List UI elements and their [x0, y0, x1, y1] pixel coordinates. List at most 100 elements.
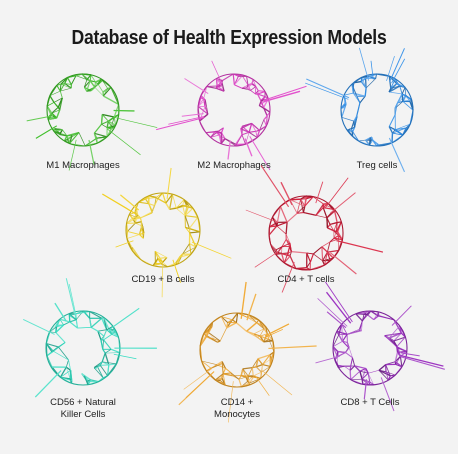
mesh-edge: [306, 261, 311, 268]
mesh-edge: [303, 212, 316, 216]
mesh-edge: [100, 365, 108, 376]
mesh-edge: [355, 313, 368, 316]
mesh-edge: [322, 257, 334, 262]
mesh-edge: [78, 132, 86, 147]
spike: [54, 302, 67, 322]
mesh-edge: [281, 253, 285, 264]
mesh-edge: [75, 311, 90, 315]
mesh-edge: [335, 221, 342, 232]
mesh-edge: [197, 99, 206, 107]
mesh-edge: [388, 76, 392, 89]
mesh-edge: [165, 193, 173, 204]
mesh-edge: [151, 205, 155, 214]
mesh-edge: [75, 319, 78, 329]
spike: [391, 305, 412, 326]
mesh-edge: [359, 367, 367, 372]
mesh-edge: [185, 227, 190, 234]
mesh-edge: [197, 106, 209, 115]
mesh-edge: [157, 198, 167, 204]
mesh-edge: [101, 352, 106, 362]
mesh-edge: [390, 78, 396, 89]
mesh-edge: [110, 348, 120, 354]
spike: [240, 281, 247, 319]
mesh-edge: [334, 211, 338, 223]
cd4-t-network-icon: [245, 165, 384, 293]
mesh-edge: [332, 340, 343, 347]
mesh-edge: [102, 113, 115, 118]
mesh-edge: [221, 361, 224, 374]
mesh-edge: [93, 123, 102, 134]
mesh-edge: [402, 99, 412, 102]
mesh-edge: [327, 227, 337, 232]
spike: [305, 82, 349, 100]
spike: [227, 381, 234, 423]
mesh-edge: [401, 93, 412, 101]
mesh-edge: [361, 320, 363, 331]
mesh-edge: [59, 319, 64, 326]
mesh-edge: [388, 88, 392, 93]
page-title: Database of Health Expression Models: [71, 26, 387, 49]
cell-label: M1 Macrophages: [46, 160, 120, 171]
mesh-edge: [51, 109, 60, 114]
cell-label: M2 Macrophages: [197, 160, 271, 171]
mesh-edge: [56, 83, 65, 86]
mesh-edge: [100, 361, 103, 366]
spike: [166, 167, 172, 199]
mesh-edge: [160, 263, 168, 268]
mesh-edge: [259, 333, 268, 337]
mesh-edge: [182, 243, 190, 255]
mesh-edge: [64, 83, 72, 89]
mesh-edge: [352, 357, 356, 366]
mesh-edge: [66, 135, 71, 144]
mesh-edge: [322, 202, 329, 209]
spike: [112, 116, 158, 128]
mesh-edge: [59, 83, 66, 92]
mesh-edge: [94, 78, 102, 88]
mesh-edge: [251, 83, 257, 87]
mesh-edge: [365, 78, 376, 89]
mesh-edge: [49, 325, 57, 333]
mesh-edge: [227, 319, 233, 324]
mesh-edge: [201, 360, 212, 369]
mesh-edge: [354, 365, 366, 370]
mesh-edge: [378, 369, 391, 377]
mesh-edge: [246, 322, 258, 332]
mesh-edge: [276, 225, 287, 235]
mesh-edge: [133, 217, 141, 221]
mesh-edge: [336, 331, 343, 342]
mesh-edge: [203, 86, 208, 99]
mesh-edge: [356, 102, 361, 116]
mesh-edge: [154, 250, 164, 263]
mesh-edge: [306, 252, 314, 255]
mesh-edge: [241, 84, 249, 89]
mesh-edge: [157, 258, 162, 265]
mesh-edge: [257, 354, 271, 360]
mesh-edge: [364, 87, 367, 97]
mesh-edge: [57, 346, 69, 361]
spike: [254, 250, 281, 268]
mesh-edge: [169, 207, 177, 210]
mesh-edge: [247, 317, 257, 324]
mesh-edge: [361, 77, 367, 89]
mesh-edge: [341, 324, 348, 335]
mesh-edge: [321, 246, 328, 253]
spike: [261, 369, 293, 396]
mesh-edge: [108, 328, 119, 338]
spike: [326, 291, 352, 324]
mesh-edge: [378, 142, 393, 146]
mesh-edge: [241, 75, 249, 86]
mesh-edge: [333, 222, 338, 232]
mesh-edge: [395, 123, 411, 130]
spike: [363, 379, 368, 400]
mesh-edge: [255, 86, 259, 91]
spike: [185, 371, 215, 398]
spike: [370, 60, 374, 80]
mesh-edge: [210, 134, 220, 138]
mesh-edge: [345, 352, 353, 359]
mesh-edge: [139, 234, 144, 239]
mesh-edge: [349, 365, 355, 371]
mesh-edge: [182, 204, 194, 209]
mesh-edge: [56, 318, 61, 328]
spike: [22, 318, 55, 335]
mesh-edge: [254, 86, 257, 94]
